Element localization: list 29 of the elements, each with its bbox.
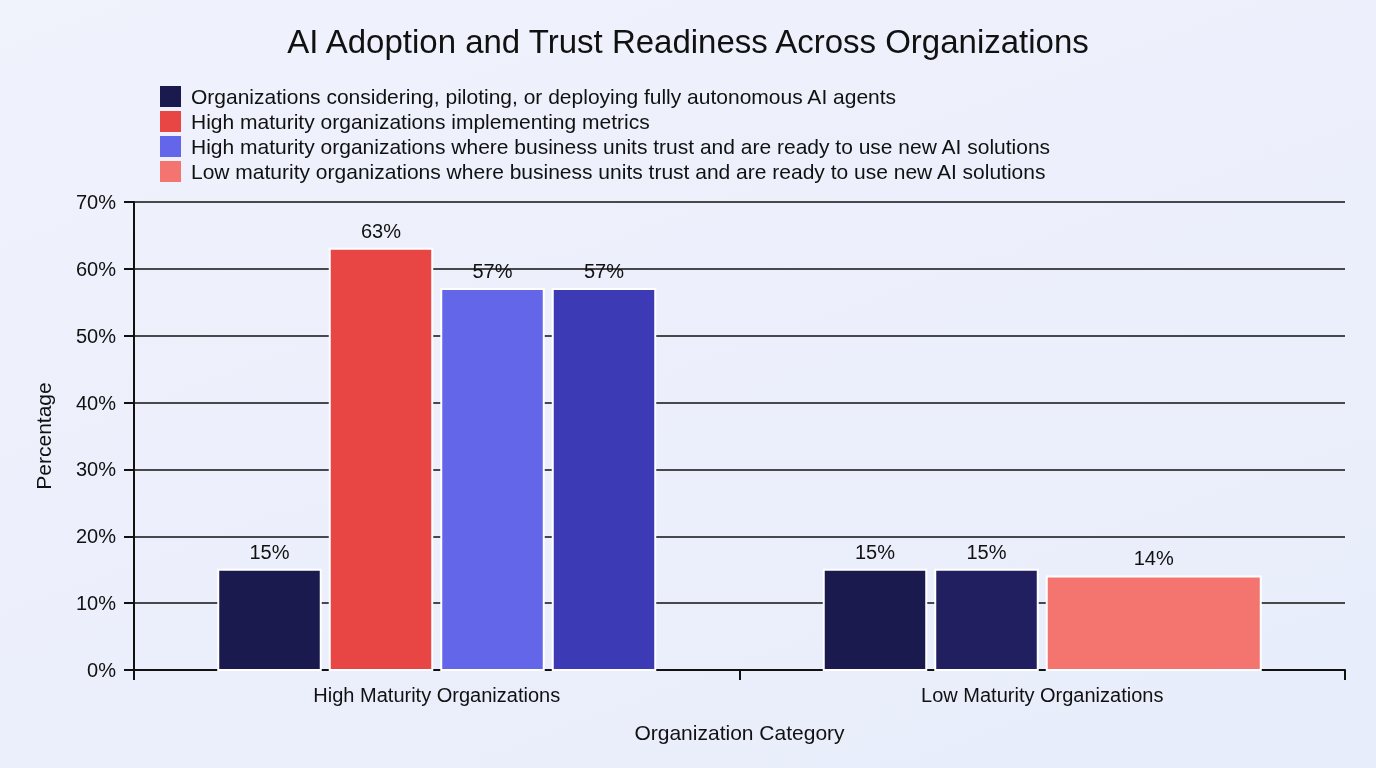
y-tick-label: 20% — [75, 525, 117, 548]
y-tick-label: 10% — [75, 592, 117, 615]
x-axis-title: Organization Category — [634, 721, 846, 744]
bar — [440, 287, 545, 671]
x-tick-label: Low Maturity Organizations — [921, 684, 1164, 706]
bar — [551, 287, 657, 671]
y-tick-label: 40% — [75, 391, 117, 414]
y-tick-label: 0% — [87, 659, 117, 681]
bar — [1045, 575, 1262, 671]
y-tick-label: 30% — [75, 458, 117, 481]
y-tick-label: 60% — [75, 257, 117, 280]
data-label: 14% — [1133, 547, 1174, 570]
data-label: 63% — [360, 219, 402, 242]
y-axis-title: Percentage — [32, 382, 55, 490]
legend-label: High maturity organizations implementing metrics — [191, 110, 650, 133]
legend-label: Low maturity organizations where business units trust and are ready to use new AI solutions — [191, 160, 1046, 183]
bar — [822, 568, 928, 671]
chart-title: AI Adoption and Trust Readiness Across Organizations — [287, 23, 1089, 60]
x-tick-label: High Maturity Organizations — [313, 684, 561, 706]
bar — [217, 568, 322, 671]
bar — [934, 568, 1039, 671]
legend-label: High maturity organizations where business units trust and are ready to use new AI solutions — [191, 135, 1051, 158]
data-label: 15% — [854, 540, 896, 563]
y-tick-label: 50% — [75, 324, 117, 347]
bar — [328, 247, 434, 671]
data-label: 15% — [966, 540, 1007, 563]
legend-label: Organizations considering, piloting, or deploying fully autonomous AI agents — [191, 85, 897, 108]
data-label: 15% — [249, 540, 290, 563]
y-tick-label: 70% — [75, 191, 117, 213]
